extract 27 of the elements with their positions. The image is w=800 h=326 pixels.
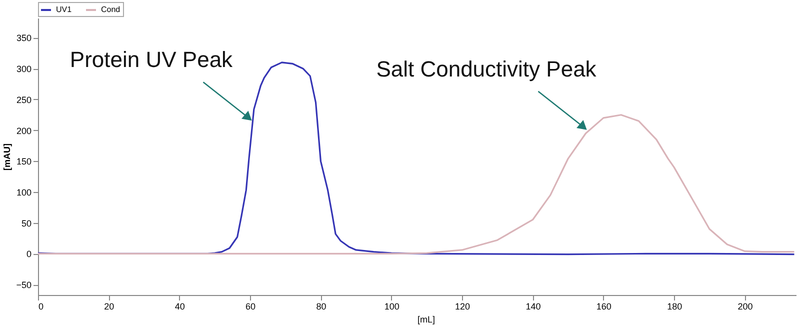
- annotation: Protein UV Peak: [70, 47, 234, 72]
- y-tick-label: −50: [16, 280, 32, 290]
- annotation: Salt Conductivity Peak: [376, 56, 598, 82]
- x-tick-label: 0: [38, 302, 44, 312]
- y-tick-label: 200: [16, 126, 32, 136]
- legend-label: UV1: [56, 5, 72, 14]
- x-tick-label: 200: [738, 302, 753, 312]
- y-tick-label: 250: [16, 94, 32, 105]
- y-tick-label: 50: [21, 218, 32, 228]
- x-tick-label: 100: [384, 302, 400, 312]
- x-axis-title: [mL]: [418, 314, 436, 324]
- x-tick-label: 40: [174, 302, 185, 312]
- line-series: [37, 114, 796, 254]
- x-tick-label: 80: [316, 302, 326, 312]
- y-tick-label: 150: [16, 156, 32, 167]
- y-tick-label: 350: [16, 33, 32, 44]
- y-axis-title: [mAU]: [2, 144, 12, 170]
- x-tick-label: 180: [667, 302, 682, 312]
- y-tick-label: 300: [16, 64, 32, 74]
- x-tick-label: 120: [455, 302, 470, 312]
- legend-label: Cond: [101, 5, 120, 14]
- x-tick-label: 140: [526, 302, 541, 312]
- y-tick-label: 100: [16, 187, 32, 198]
- x-tick-label: 160: [596, 302, 612, 312]
- y-tick-label: 0: [26, 249, 32, 260]
- x-tick-label: 60: [246, 302, 256, 312]
- x-tick-label: 20: [104, 302, 114, 312]
